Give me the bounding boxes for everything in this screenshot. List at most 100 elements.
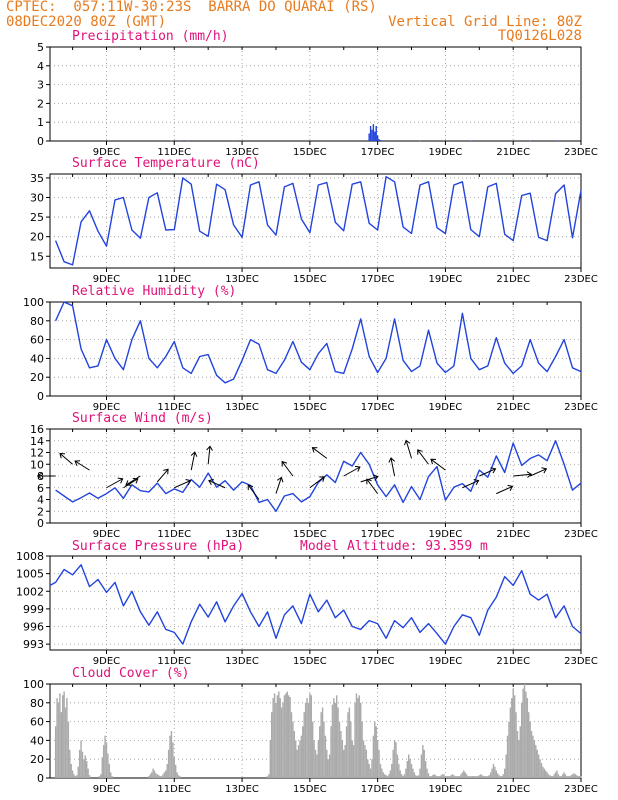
cloud-bar: [495, 770, 497, 778]
cloud-bar: [101, 757, 103, 778]
cloud-bar: [364, 745, 366, 778]
wind-arrow-shaft: [513, 473, 532, 477]
cloud-bar: [285, 693, 287, 778]
cloud-bar: [432, 775, 434, 778]
cloud-bar: [458, 776, 461, 778]
temp-series-line: [54, 176, 582, 266]
wind-arrow-shaft: [74, 460, 90, 471]
cloud-bar: [74, 776, 77, 778]
cloud-bar: [402, 776, 404, 778]
cloud-bar: [282, 702, 284, 778]
temp-xtick-label: 21DEC: [496, 274, 530, 285]
rh-xtick-label: 11DEC: [157, 402, 191, 413]
wind-arrow-shaft: [529, 468, 547, 477]
cloud-xtick-label: 23DEC: [564, 784, 598, 795]
cloud-bar: [327, 759, 329, 778]
cloud-bar: [444, 776, 447, 778]
cloud-bar: [576, 775, 578, 778]
wind-ytick-label: 6: [37, 482, 44, 495]
cloud-bar: [355, 693, 358, 778]
cloud-bar: [554, 772, 557, 778]
press-ytick-label: 1005: [16, 568, 44, 581]
precip-xtick-label: 15DEC: [293, 147, 327, 158]
cloud-bar: [429, 776, 431, 778]
cloud-bar: [526, 698, 529, 778]
rh-xtick-label: 21DEC: [496, 402, 530, 413]
cloud-bar: [437, 776, 440, 778]
wind-arrow-head: [354, 465, 361, 472]
cloud-bar: [62, 695, 64, 778]
cloud-bar: [441, 774, 444, 778]
cloud-bar: [530, 731, 533, 778]
cloud-bar: [398, 763, 400, 778]
cloud-bar: [286, 691, 288, 778]
cloud-bar: [367, 759, 369, 778]
wind-ytick-label: 0: [37, 517, 44, 530]
cloud-bar: [561, 774, 564, 778]
wind-ytick-label: 2: [37, 505, 44, 518]
cloud-bar: [54, 726, 57, 778]
cloud-bar: [341, 740, 344, 778]
temp-title: Surface Temperature (nC): [72, 156, 260, 171]
cloud-bar: [78, 749, 81, 778]
wind-arrow-shaft: [309, 476, 325, 489]
cloud-bar: [481, 775, 483, 778]
cloud-bar: [416, 776, 418, 778]
press-xtick-label: 9DEC: [93, 656, 120, 667]
cloud-bar: [371, 759, 373, 778]
cloud-bar: [520, 702, 523, 778]
press-ytick-label: 1008: [16, 550, 44, 563]
cloud-bar: [105, 742, 108, 778]
cloud-bar: [564, 774, 567, 778]
wind-arrow-head: [541, 467, 548, 474]
wind-arrow-shaft: [366, 478, 379, 494]
cloud-bar: [403, 774, 406, 778]
cloud-bar: [381, 768, 383, 778]
rh-title: Relative Humidity (%): [72, 284, 237, 299]
cloud-bar: [405, 768, 407, 778]
cloud-bar: [451, 774, 454, 778]
cloud-bar: [471, 776, 473, 778]
cloud-bar: [399, 770, 401, 778]
press-xtick-label: 21DEC: [496, 656, 530, 667]
cloud-ytick-label: 20: [30, 753, 44, 766]
cloud-bar: [84, 755, 87, 778]
wind-arrow-head: [404, 439, 411, 446]
cloud-bar: [515, 712, 517, 778]
cloud-bar: [173, 757, 175, 778]
cloud-ytick-label: 80: [30, 697, 44, 710]
cloud-bar: [454, 776, 457, 778]
cloud-bar: [59, 693, 61, 778]
cloud-bar: [88, 775, 91, 778]
wind-arrow-shaft: [207, 446, 211, 465]
cloud-bar: [434, 775, 437, 778]
cloud-bar: [149, 774, 151, 778]
cloud-bar: [457, 776, 459, 778]
cloud-bar: [110, 772, 112, 778]
cloud-bar: [557, 774, 560, 778]
wind-arrow-head: [319, 476, 325, 482]
press-ytick-label: 993: [23, 638, 44, 651]
wind-arrow-head: [117, 477, 124, 484]
precip-frame: [49, 46, 582, 142]
cloud-bar: [408, 754, 410, 778]
wind-arrow-head: [185, 479, 192, 486]
cloud-bar: [271, 712, 273, 778]
rh-xtick-label: 19DEC: [429, 402, 463, 413]
cloud-bar: [488, 775, 490, 778]
cloud-bar: [306, 698, 308, 778]
cloud-bar: [419, 768, 421, 778]
temp-xtick-label: 13DEC: [225, 274, 259, 285]
press-xtick-label: 19DEC: [429, 656, 463, 667]
cloud-bar: [513, 695, 516, 778]
cloud-bar: [295, 740, 297, 778]
wind-title: Surface Wind (m/s): [72, 411, 213, 426]
precip-ytick-label: 2: [37, 97, 44, 110]
cloud-bar: [60, 712, 62, 778]
cloud-bar: [485, 776, 488, 778]
cloud-bar: [313, 740, 315, 778]
cloud-bar: [283, 695, 286, 778]
cloud-bar: [386, 776, 389, 778]
cloud-bar: [174, 764, 177, 778]
cloud-bar: [272, 698, 274, 778]
